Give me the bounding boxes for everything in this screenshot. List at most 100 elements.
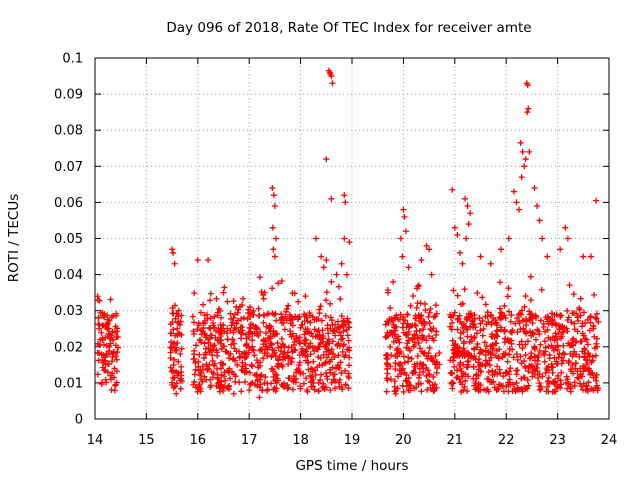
data-point-cloud	[385, 320, 392, 327]
data-point-cloud	[204, 311, 211, 318]
chart-title: Day 096 of 2018, Rate Of TEC Index for r…	[166, 20, 531, 36]
data-point-cloud	[267, 323, 274, 330]
data-point-cloud	[338, 384, 345, 391]
data-point	[405, 264, 412, 271]
data-point-cloud	[335, 283, 342, 290]
data-point-cloud	[308, 373, 315, 380]
data-point-cloud	[269, 310, 276, 317]
data-point-cloud	[231, 311, 238, 318]
data-point-cloud	[261, 337, 268, 344]
data-point-cloud	[340, 328, 347, 335]
data-point-cloud	[207, 382, 214, 389]
data-point-cloud	[254, 359, 261, 366]
data-point-cloud	[315, 327, 322, 334]
data-point-cloud	[211, 360, 218, 367]
data-point-cloud	[573, 338, 580, 345]
data-point	[525, 105, 532, 112]
data-point-cloud	[178, 331, 185, 338]
data-point-cloud	[536, 331, 543, 338]
data-point-cloud	[227, 310, 234, 317]
data-point	[467, 210, 474, 217]
data-point-cloud	[214, 312, 221, 319]
data-point-cloud	[468, 338, 475, 345]
data-point-cloud	[545, 380, 552, 387]
data-point-cloud	[393, 337, 400, 344]
data-point-cloud	[483, 387, 490, 394]
data-point-cloud	[451, 363, 458, 370]
data-point-cloud	[581, 353, 588, 360]
x-tick-label: 22	[498, 433, 515, 448]
data-point-cloud	[323, 384, 330, 391]
data-point-cloud	[331, 321, 338, 328]
data-point-cloud	[400, 353, 407, 360]
data-point-cloud	[541, 351, 548, 358]
data-point-cloud	[583, 336, 590, 343]
data-point	[582, 387, 589, 394]
data-point-cloud	[110, 374, 117, 381]
data-point-cloud	[256, 376, 263, 383]
data-point-cloud	[582, 365, 589, 372]
data-point-cloud	[338, 322, 345, 329]
data-point-cloud	[173, 380, 180, 387]
data-point-cloud	[532, 367, 539, 374]
data-point-cloud	[547, 336, 554, 343]
data-point-cloud	[110, 348, 117, 355]
data-point-cloud	[285, 302, 292, 309]
data-point-cloud	[280, 319, 287, 326]
data-point-cloud	[175, 320, 182, 327]
data-point-cloud	[216, 388, 223, 395]
data-point	[531, 184, 538, 191]
data-point-cloud	[300, 380, 307, 387]
data-point-cloud	[416, 365, 423, 372]
data-point-cloud	[260, 295, 267, 302]
data-point	[108, 358, 115, 365]
data-point-cloud	[423, 337, 430, 344]
data-point-cloud	[465, 373, 472, 380]
data-point	[174, 325, 181, 332]
data-point-cloud	[528, 350, 535, 357]
data-point-cloud	[242, 361, 249, 368]
data-point-cloud	[490, 315, 497, 322]
data-point-cloud	[463, 315, 470, 322]
data-point-cloud	[394, 353, 401, 360]
data-point-cloud	[208, 332, 215, 339]
y-tick-label: 0.07	[54, 160, 83, 175]
data-point-cloud	[565, 314, 572, 321]
data-point-cloud	[594, 310, 601, 317]
data-point-cloud	[319, 338, 326, 345]
data-point-cloud	[488, 354, 495, 361]
x-axis-label: GPS time / hours	[295, 458, 408, 474]
data-point-cloud	[572, 365, 579, 372]
data-point	[390, 278, 397, 285]
data-point-cloud	[99, 313, 106, 320]
data-point-cloud	[423, 372, 430, 379]
data-point-cloud	[410, 293, 417, 300]
x-tick-label: 21	[447, 433, 464, 448]
data-point-cloud	[101, 314, 108, 321]
data-point-cloud	[507, 328, 514, 335]
data-point-cloud	[569, 341, 576, 348]
data-point-cloud	[243, 340, 250, 347]
data-point-cloud	[296, 334, 303, 341]
data-point-cloud	[345, 324, 352, 331]
data-point-cloud	[178, 345, 185, 352]
data-point-cloud	[315, 387, 322, 394]
data-point-cloud	[113, 333, 120, 340]
data-point-cloud	[327, 314, 334, 321]
data-point-cloud	[496, 355, 503, 362]
data-point-cloud	[522, 351, 529, 358]
data-point-cloud	[207, 315, 214, 322]
data-point	[342, 199, 349, 206]
data-point	[562, 224, 569, 231]
data-point-cloud	[475, 366, 482, 373]
data-point-cloud	[327, 387, 334, 394]
data-point-cloud	[557, 323, 564, 330]
data-point-cloud	[280, 383, 287, 390]
data-point-cloud	[454, 292, 461, 299]
data-point-cloud	[541, 338, 548, 345]
data-point-cloud	[199, 378, 206, 385]
data-point	[272, 235, 279, 242]
data-point-cloud	[404, 311, 411, 318]
data-point	[313, 235, 320, 242]
data-point-cloud	[325, 347, 332, 354]
